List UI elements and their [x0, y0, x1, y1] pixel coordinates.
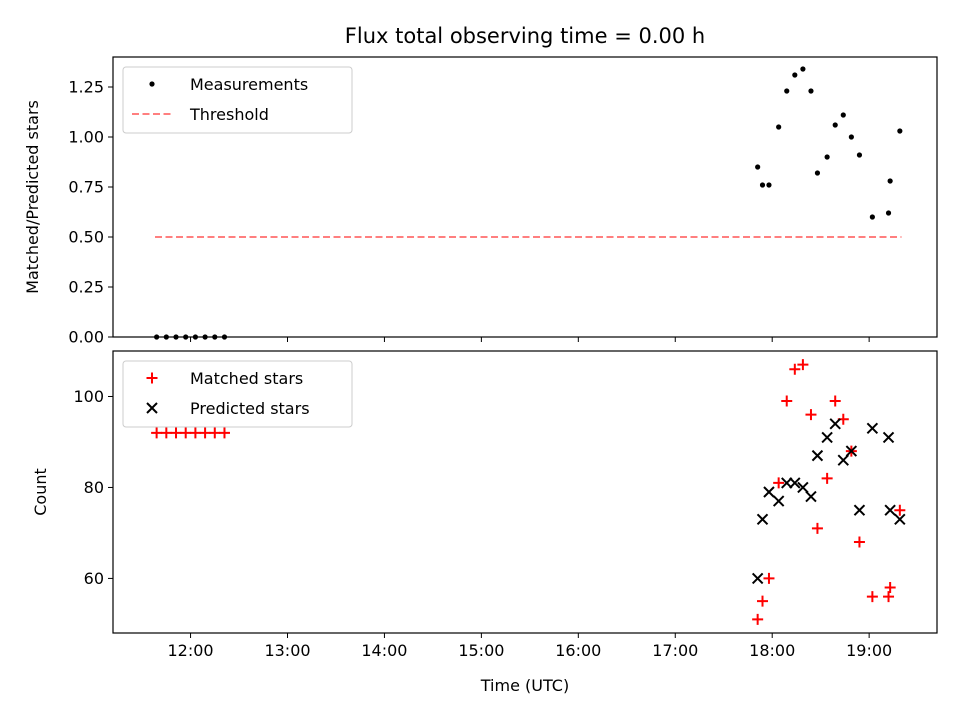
matched-stars-point — [781, 395, 793, 407]
measurement-point — [869, 214, 875, 220]
matched-stars-point — [805, 409, 817, 421]
x-tick-label: 16:00 — [555, 641, 601, 660]
matched-stars-point — [218, 427, 230, 439]
y-axis-label: Matched/Predicted stars — [23, 100, 42, 294]
bottom-panel-marks — [151, 359, 906, 625]
measurement-point — [792, 72, 798, 78]
matched-stars-point — [189, 427, 201, 439]
matched-stars-point — [821, 472, 833, 484]
measurement-point — [887, 178, 893, 184]
measurement-point — [149, 81, 155, 87]
matched-stars-point — [811, 522, 823, 534]
matched-stars-point — [752, 613, 764, 625]
measurement-point — [800, 66, 806, 72]
matched-stars-point — [763, 572, 775, 584]
matched-stars-point — [151, 427, 163, 439]
matched-stars-point — [146, 372, 158, 384]
legend-label: Threshold — [189, 105, 269, 124]
matched-stars-point — [773, 477, 785, 489]
predicted-stars-point — [894, 513, 906, 525]
bottom-panel: Count Time (UTC) 60 80 100 12:00 13:00 14:00 1… — [31, 350, 938, 695]
measurement-point — [766, 182, 772, 188]
y-tick-label: 80 — [84, 478, 104, 497]
x-tick-label: 14:00 — [361, 641, 407, 660]
predicted-stars-point — [845, 445, 858, 457]
legend-box — [122, 66, 353, 134]
predicted-stars-point — [866, 422, 879, 435]
legend-box — [122, 360, 353, 428]
top-plot-frame — [112, 56, 938, 338]
measurement-point — [824, 154, 830, 160]
y-tick-label: 1.00 — [68, 128, 104, 147]
predicted-stars-point — [811, 449, 824, 462]
matched-stars-point — [789, 363, 801, 375]
bottom-legend: Matched stars Predicted stars — [122, 360, 353, 428]
chart-title: Flux total observing time = 0.00 h — [345, 24, 705, 48]
measurement-point — [808, 88, 814, 94]
legend-label: Measurements — [190, 75, 308, 94]
predicted-stars-point — [882, 431, 895, 444]
predicted-stars-point — [829, 418, 841, 430]
measurement-point — [856, 152, 863, 158]
x-tick-label: 17:00 — [652, 641, 698, 660]
bottom-plot-frame — [112, 350, 938, 634]
matched-stars-point — [866, 591, 878, 603]
predicted-stars-point — [756, 513, 769, 525]
legend-label: Predicted stars — [190, 399, 310, 418]
matched-stars-point — [894, 504, 906, 516]
predicted-stars-point — [837, 454, 849, 466]
y-tick-label: 0.25 — [68, 278, 104, 297]
x-tick-label: 15:00 — [458, 641, 504, 660]
predicted-stars-point — [797, 481, 809, 494]
y-axis-label: Count — [31, 468, 50, 516]
measurement-point — [759, 182, 766, 188]
measurement-point — [776, 124, 782, 130]
x-tick-label: 18:00 — [749, 641, 795, 660]
matched-stars-point — [757, 595, 769, 607]
predicted-stars-point — [884, 504, 896, 516]
y-tick-label: 0.75 — [68, 178, 104, 197]
measurement-point — [840, 112, 846, 118]
top-legend: Measurements Threshold — [122, 66, 353, 134]
y-tick-label: 1.25 — [68, 78, 104, 97]
matched-stars-point — [180, 427, 192, 439]
measurement-point — [784, 88, 790, 94]
measurement-point — [832, 122, 838, 128]
top-panel: Flux total observing time = 0.00 h Match… — [23, 24, 938, 347]
predicted-stars-point — [751, 572, 764, 585]
predicted-stars-point — [772, 495, 785, 507]
matched-stars-point — [884, 582, 896, 594]
matched-stars-point — [853, 536, 865, 548]
predicted-stars-point — [146, 402, 158, 414]
predicted-stars-point — [805, 490, 817, 503]
matched-stars-point — [199, 427, 211, 439]
predicted-stars-point — [789, 477, 801, 489]
predicted-stars-point — [763, 486, 775, 498]
matched-stars-point — [797, 359, 809, 371]
measurement-point — [814, 170, 821, 176]
measurement-point — [755, 164, 761, 170]
bottom-panel-axes: 60 80 100 12:00 13:00 14:00 15:00 16:00 17:00 18:… — [73, 387, 892, 660]
measurement-point — [885, 210, 892, 216]
legend-label: Matched stars — [190, 369, 303, 388]
measurement-point — [848, 134, 854, 140]
predicted-stars-point — [853, 504, 866, 516]
measurement-point — [897, 128, 903, 134]
matched-stars-point — [829, 395, 841, 407]
matched-stars-point — [160, 427, 172, 439]
x-axis-label: Time (UTC) — [480, 676, 569, 695]
y-tick-label: 60 — [84, 569, 104, 588]
y-tick-label: 0.50 — [68, 228, 104, 247]
y-tick-label: 0.00 — [68, 328, 104, 347]
predicted-stars-point — [821, 431, 833, 444]
top-panel-axes: 0.00 0.25 0.50 0.75 1.00 1.25 — [68, 78, 870, 347]
matched-stars-point — [883, 591, 895, 603]
x-tick-label: 19:00 — [846, 641, 892, 660]
matched-stars-point — [209, 427, 221, 439]
matched-stars-point — [170, 427, 182, 439]
x-tick-label: 12:00 — [167, 641, 213, 660]
x-tick-label: 13:00 — [264, 641, 310, 660]
y-tick-label: 100 — [73, 387, 104, 406]
